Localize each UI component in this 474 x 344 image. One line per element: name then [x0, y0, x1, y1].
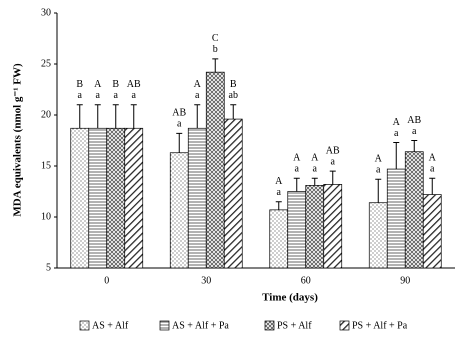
annotation: a — [331, 156, 336, 167]
annotation: a — [376, 165, 381, 176]
error-bar — [375, 178, 382, 203]
error-bar — [230, 104, 237, 120]
y-tick-label: 30 — [41, 7, 51, 18]
annotation: a — [114, 90, 119, 101]
bar — [106, 127, 126, 269]
error-bar — [329, 170, 336, 185]
annotation: b — [213, 44, 218, 55]
error-bar — [112, 104, 119, 129]
bar — [287, 191, 307, 269]
y-axis-title: MDA equivalents (nmol g⁻¹ FW) — [12, 63, 24, 217]
legend-swatch — [159, 320, 170, 331]
error-bar — [76, 104, 83, 129]
x-tick-label: 90 — [400, 275, 410, 286]
error-bar — [429, 177, 436, 195]
bar — [269, 209, 289, 269]
annotation: ab — [229, 90, 238, 101]
annotation: a — [313, 164, 318, 175]
bar — [323, 184, 343, 269]
annotation: A — [94, 79, 102, 90]
annotation: a — [195, 90, 200, 101]
annotation: a — [295, 164, 300, 175]
annotation: A — [429, 153, 437, 164]
annotation: a — [78, 90, 83, 101]
y-tick-label: 25 — [41, 58, 51, 69]
legend-label: PS + Alf — [277, 320, 312, 331]
x-tick-label: 0 — [104, 275, 109, 286]
y-tick-label: 15 — [41, 160, 51, 171]
x-tick-label: 30 — [201, 275, 211, 286]
bar — [404, 151, 424, 269]
legend-swatch — [264, 320, 275, 331]
annotation: B — [112, 79, 119, 90]
annotation: AB — [172, 108, 186, 119]
annotation: A — [275, 176, 283, 187]
annotation: a — [96, 90, 101, 101]
annotation: a — [394, 128, 399, 139]
y-tick-label: 20 — [41, 109, 51, 120]
legend-label: AS + Alf — [92, 320, 129, 331]
annotation: AB — [326, 145, 340, 156]
annotation: a — [132, 90, 137, 101]
annotation: C — [212, 33, 219, 44]
bar — [223, 118, 243, 269]
annotation: AB — [127, 79, 141, 90]
legend-swatch — [339, 320, 350, 331]
annotation: B — [76, 79, 83, 90]
legend-label: AS + Alf + Pa — [172, 320, 229, 331]
annotation: A — [375, 154, 383, 165]
error-bar — [311, 177, 318, 186]
error-bar — [293, 177, 300, 192]
error-bar — [411, 140, 418, 152]
annotation: a — [277, 187, 282, 198]
error-bar — [275, 201, 282, 210]
annotation: a — [412, 126, 417, 137]
bar — [368, 202, 388, 269]
legend-swatch — [79, 320, 90, 331]
annotation: A — [194, 79, 202, 90]
annotation: a — [430, 164, 435, 175]
annotation: A — [293, 153, 301, 164]
error-bar — [130, 104, 137, 129]
x-axis-title: Time (days) — [262, 292, 318, 304]
error-bar — [194, 104, 201, 129]
y-tick-label: 10 — [41, 211, 51, 222]
bar — [70, 127, 90, 269]
bar — [187, 127, 207, 269]
bar — [386, 168, 406, 269]
error-bar — [176, 132, 183, 153]
annotation: A — [311, 153, 319, 164]
bar — [305, 185, 325, 269]
error-bar — [94, 104, 101, 129]
bar — [205, 71, 225, 269]
x-tick-label: 60 — [301, 275, 311, 286]
bar — [124, 127, 144, 269]
annotation: a — [177, 119, 182, 130]
bar — [169, 152, 189, 269]
y-tick-label: 5 — [46, 262, 51, 273]
bar — [422, 194, 442, 269]
annotation: B — [230, 79, 237, 90]
annotation: A — [393, 117, 401, 128]
error-bar — [212, 58, 219, 73]
legend-label: PS + Alf + Pa — [352, 320, 408, 331]
annotation: AB — [407, 115, 421, 126]
bar — [88, 127, 108, 269]
error-bar — [393, 142, 400, 170]
